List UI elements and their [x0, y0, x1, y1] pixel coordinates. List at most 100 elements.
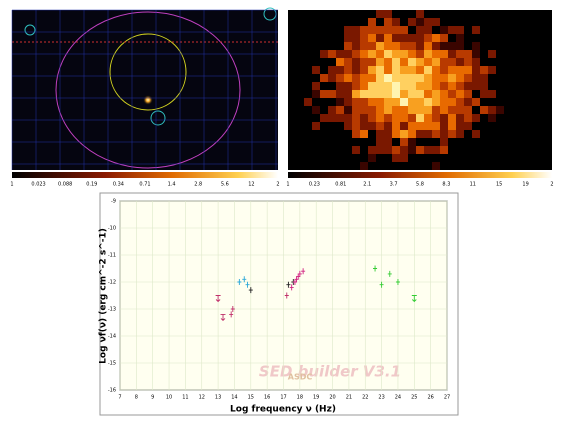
image-pixel: [464, 106, 472, 114]
colorbar-label: 3.7: [390, 182, 398, 188]
image-pixel: [352, 90, 360, 98]
image-pixel: [408, 90, 416, 98]
image-pixel: [368, 106, 376, 114]
image-pixel: [448, 82, 456, 90]
image-pixel: [456, 74, 464, 82]
colorbar-label: 19: [522, 182, 528, 188]
image-pixel: [464, 98, 472, 106]
image-pixel: [448, 98, 456, 106]
y-tick-label: -10: [108, 226, 116, 232]
image-pixel: [448, 26, 456, 34]
image-pixel: [424, 82, 432, 90]
sky-image-right: [288, 10, 552, 170]
image-pixel: [400, 42, 408, 50]
x-tick-label: 17: [280, 395, 286, 401]
image-pixel: [448, 66, 456, 74]
image-pixel: [352, 50, 360, 58]
image-pixel: [392, 74, 400, 82]
image-pixel: [480, 90, 488, 98]
image-pixel: [352, 98, 360, 106]
image-pixel: [376, 130, 384, 138]
image-pixel: [336, 58, 344, 66]
image-pixel: [344, 50, 352, 58]
image-pixel: [336, 66, 344, 74]
colorbar-label: 11: [470, 182, 476, 188]
image-pixel: [400, 58, 408, 66]
image-pixel: [432, 66, 440, 74]
image-pixel: [384, 26, 392, 34]
image-pixel: [456, 130, 464, 138]
image-pixel: [384, 98, 392, 106]
x-tick-label: 20: [329, 395, 335, 401]
image-pixel: [368, 26, 376, 34]
image-pixel: [352, 122, 360, 130]
image-pixel: [392, 146, 400, 154]
image-pixel: [376, 34, 384, 42]
colorbar-label: 0.81: [335, 182, 346, 188]
image-pixel: [488, 114, 496, 122]
image-pixel: [392, 106, 400, 114]
image-pixel: [440, 98, 448, 106]
y-tick-label: -9: [111, 199, 116, 205]
image-pixel: [352, 26, 360, 34]
y-tick-label: -16: [108, 388, 116, 394]
image-pixel: [440, 66, 448, 74]
colorbar-label: 0.23: [309, 182, 320, 188]
data-point: [297, 270, 302, 277]
image-pixel: [368, 58, 376, 66]
image-pixel: [464, 90, 472, 98]
image-pixel: [440, 114, 448, 122]
image-pixel: [408, 74, 416, 82]
image-pixel: [432, 42, 440, 50]
image-pixel: [440, 34, 448, 42]
image-pixel: [328, 74, 336, 82]
image-pixel: [400, 146, 408, 154]
image-pixel: [416, 26, 424, 34]
image-pixel: [344, 82, 352, 90]
colorbar-label: 8.3: [442, 182, 450, 188]
image-pixel: [400, 74, 408, 82]
image-pixel: [352, 82, 360, 90]
image-pixel: [472, 42, 480, 50]
image-pixel: [400, 154, 408, 162]
image-pixel: [392, 34, 400, 42]
image-pixel: [384, 74, 392, 82]
x-tick-label: 12: [199, 395, 205, 401]
image-pixel: [488, 66, 496, 74]
image-pixel: [352, 34, 360, 42]
image-pixel: [464, 82, 472, 90]
colorbar-label: 0.19: [86, 182, 97, 188]
y-tick-label: -15: [108, 361, 116, 367]
image-pixel: [440, 130, 448, 138]
image-pixel: [416, 114, 424, 122]
image-pixel: [352, 58, 360, 66]
image-pixel: [328, 90, 336, 98]
image-pixel: [472, 130, 480, 138]
image-pixel: [424, 58, 432, 66]
image-pixel: [360, 50, 368, 58]
image-pixel: [368, 42, 376, 50]
data-point: [289, 284, 294, 291]
image-pixel: [480, 106, 488, 114]
image-pixel: [400, 66, 408, 74]
image-pixel: [456, 106, 464, 114]
image-pixel: [440, 82, 448, 90]
image-pixel: [392, 42, 400, 50]
image-pixel: [488, 106, 496, 114]
image-pixel: [416, 106, 424, 114]
image-pixel: [416, 98, 424, 106]
image-pixel: [408, 34, 416, 42]
image-pixel: [416, 82, 424, 90]
x-tick-label: 27: [444, 395, 450, 401]
image-pixel: [360, 26, 368, 34]
image-pixel: [376, 74, 384, 82]
image-pixel: [376, 146, 384, 154]
image-pixel: [408, 114, 416, 122]
image-pixel: [376, 10, 384, 18]
image-pixel: [376, 106, 384, 114]
image-pixel: [448, 58, 456, 66]
data-point: [379, 281, 384, 288]
image-pixel: [368, 82, 376, 90]
image-pixel: [400, 130, 408, 138]
